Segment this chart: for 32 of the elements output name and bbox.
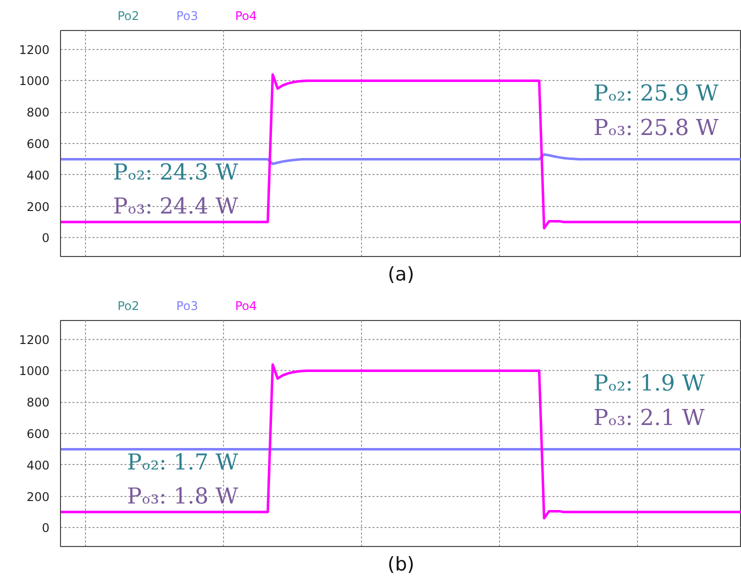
annotation: Pₒ₃: 25.8 W xyxy=(593,116,719,142)
y-tick-label: 0 xyxy=(42,231,50,246)
text: Po3 xyxy=(176,8,198,23)
y-tick-label: 800 xyxy=(26,396,50,410)
y-tick-label: 800 xyxy=(26,106,50,120)
text: Po3 xyxy=(176,298,198,313)
text: (b) xyxy=(388,554,414,576)
y-tick-label: 400 xyxy=(26,168,50,182)
y-tick-label: 1000 xyxy=(18,364,50,378)
y-tick-label: 200 xyxy=(26,490,50,504)
line-series xyxy=(60,363,741,520)
line-series xyxy=(60,73,741,230)
text: Po4 xyxy=(235,298,257,313)
y-tick-label: 600 xyxy=(26,137,50,151)
y-tick-label: 1000 xyxy=(18,74,50,88)
y-tick-label: 200 xyxy=(26,200,50,214)
annotation: Pₒ₃: 1.8 W xyxy=(127,484,239,510)
annotation: Pₒ₂: 1.7 W xyxy=(127,450,239,476)
annotation: Pₒ₃: 24.4 W xyxy=(113,194,239,220)
y-tick-label: 1200 xyxy=(18,42,50,57)
text: (a) xyxy=(388,264,414,286)
annotation: Pₒ₂: 24.3 W xyxy=(113,160,239,186)
y-tick-label: 0 xyxy=(42,521,50,536)
annotation: Pₒ₂: 25.9 W xyxy=(593,81,719,106)
text: Po4 xyxy=(235,8,257,23)
y-tick-label: 1200 xyxy=(18,332,50,347)
y-tick-label: 600 xyxy=(26,427,50,441)
annotation: Pₒ₂: 1.9 W xyxy=(593,371,705,396)
legend-label: Po2 xyxy=(117,8,140,23)
y-tick-label: 400 xyxy=(26,458,50,472)
legend-label: Po2 xyxy=(117,298,140,313)
annotation: Pₒ₃: 2.1 W xyxy=(593,406,705,432)
